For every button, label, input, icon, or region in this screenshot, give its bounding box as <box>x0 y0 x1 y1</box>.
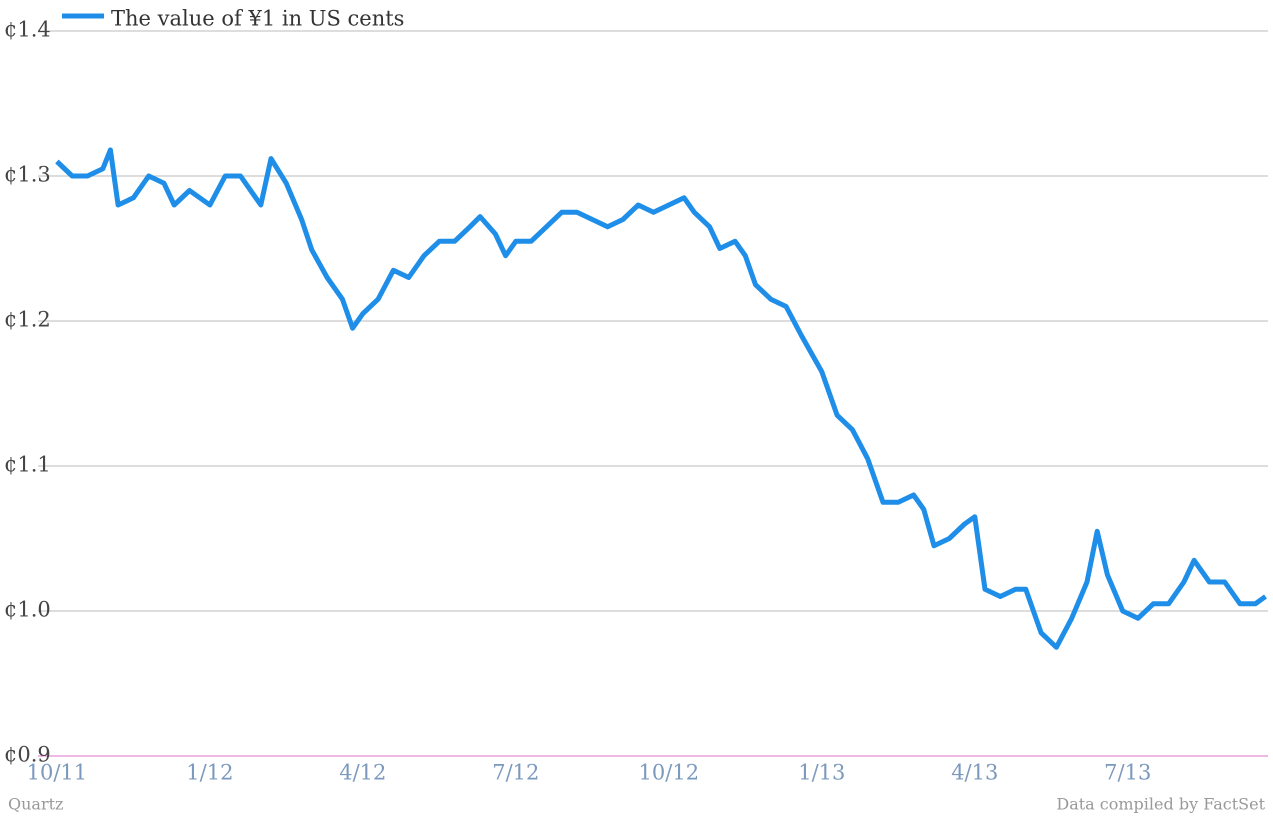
x-tick-label: 1/13 <box>798 761 845 785</box>
credit: Quartz <box>8 795 63 814</box>
x-tick-label: 7/12 <box>492 761 539 785</box>
y-tick-label: ¢1.2 <box>4 308 51 332</box>
source: Data compiled by FactSet <box>1056 795 1265 814</box>
x-tick-label: 4/13 <box>951 761 998 785</box>
y-tick-label: ¢1.1 <box>4 453 51 477</box>
x-tick-label: 4/12 <box>339 761 386 785</box>
x-tick-label: 10/11 <box>27 761 88 785</box>
data-line <box>55 147 1267 650</box>
y-tick-label: ¢1.0 <box>4 598 51 622</box>
y-tick-label: ¢1.4 <box>4 18 51 42</box>
x-tick-label: 7/13 <box>1104 761 1151 785</box>
legend-label: The value of ¥1 in US cents <box>111 7 404 31</box>
x-tick-label: 1/12 <box>186 761 233 785</box>
y-tick-label: ¢0.9 <box>4 743 51 767</box>
x-tick-label: 10/12 <box>639 761 700 785</box>
y-tick-label: ¢1.3 <box>4 163 51 187</box>
